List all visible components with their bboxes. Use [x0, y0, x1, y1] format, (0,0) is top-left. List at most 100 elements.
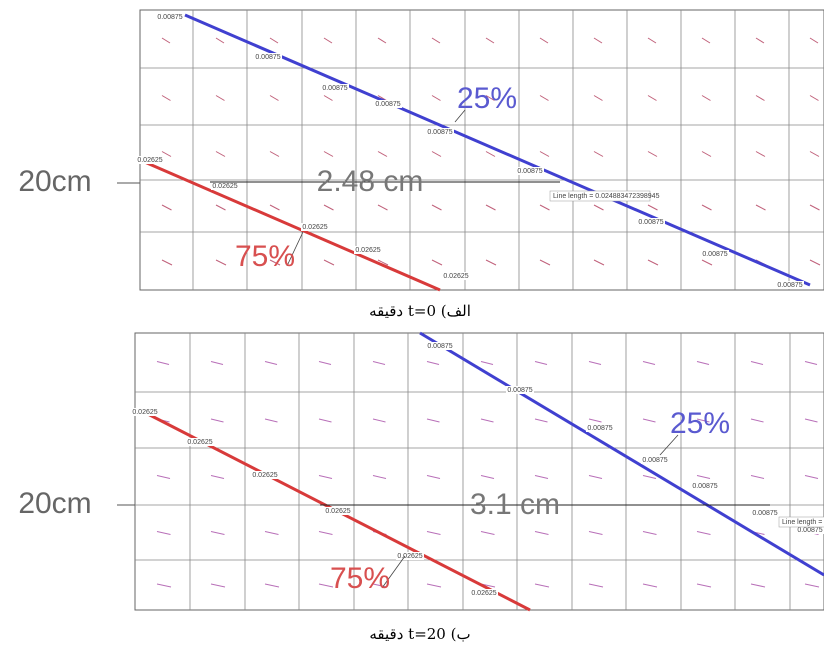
velocity-arrow	[809, 259, 821, 266]
velocity-arrow	[701, 204, 712, 211]
contour-label: 0.02625	[302, 224, 327, 231]
velocity-arrow	[323, 37, 333, 44]
velocity-arrow	[696, 475, 711, 479]
label-bg	[586, 424, 614, 432]
velocity-arrow	[318, 475, 333, 479]
label-bg	[374, 100, 402, 108]
contour-label: 0.00875	[702, 251, 727, 258]
contour-label: 0.00875	[375, 101, 400, 108]
velocity-arrow	[264, 531, 279, 535]
velocity-arrow	[534, 531, 549, 535]
velocity-arrow	[431, 259, 443, 266]
contour-label: 0.00875	[642, 457, 667, 464]
velocity-arrow	[755, 151, 766, 157]
velocity-arrow	[485, 259, 497, 266]
velocity-arrow	[210, 583, 226, 588]
label-bg	[156, 13, 184, 21]
label-bg	[396, 552, 424, 560]
height-label: 20cm	[18, 165, 91, 198]
velocity-arrow	[426, 361, 440, 365]
velocity-arrow	[318, 531, 333, 535]
velocity-arrow	[647, 259, 659, 266]
velocity-arrow	[534, 475, 549, 479]
label-bg	[131, 408, 159, 416]
velocity-arrow	[156, 475, 171, 479]
velocity-arrow	[431, 37, 441, 44]
contour-label: 0.02625	[471, 590, 496, 597]
velocity-arrow	[269, 95, 279, 101]
blue-percent: 25%	[457, 82, 517, 115]
velocity-arrow	[485, 204, 496, 211]
blue-percent: 25%	[670, 407, 730, 440]
velocity-arrow	[323, 259, 335, 266]
velocity-arrow	[215, 151, 226, 157]
velocity-arrow	[431, 151, 442, 157]
caption: ب) t=20 دقیقه	[369, 625, 470, 643]
velocity-arrow	[642, 475, 657, 479]
velocity-arrow	[485, 95, 495, 101]
velocity-arrow	[642, 418, 656, 423]
label-bg	[751, 509, 779, 517]
velocity-arrow	[539, 151, 550, 157]
velocity-arrow	[323, 151, 334, 157]
velocity-arrow	[431, 95, 441, 101]
label-bg	[637, 218, 665, 226]
velocity-arrow	[323, 95, 333, 101]
contour-label: 0.00875	[427, 343, 452, 350]
contour-label: 0.02625	[132, 409, 157, 416]
velocity-arrow	[588, 475, 603, 479]
contour-label: 0.02625	[443, 273, 468, 280]
velocity-arrow	[696, 361, 710, 365]
label-bg	[254, 53, 282, 61]
leader	[454, 109, 466, 123]
velocity-arrow	[426, 418, 440, 423]
velocity-arrow	[377, 95, 387, 101]
label-bg	[442, 272, 470, 280]
velocity-arrow	[642, 531, 657, 535]
velocity-arrow	[431, 204, 442, 211]
velocity-arrow	[534, 583, 550, 588]
velocity-arrow	[804, 361, 818, 365]
label-bg	[641, 456, 669, 464]
velocity-arrow	[701, 95, 711, 101]
velocity-arrow	[215, 204, 226, 211]
distance-label: 2.48 cm	[317, 165, 424, 198]
label-bg	[516, 167, 544, 175]
velocity-arrow	[593, 95, 603, 101]
contour-label: 0.00875	[322, 85, 347, 92]
velocity-arrow	[161, 37, 171, 44]
label-bg	[691, 482, 719, 490]
contour-label: 0.02625	[187, 439, 212, 446]
distance-label: 3.1 cm	[470, 488, 560, 521]
velocity-arrow	[750, 361, 764, 365]
contour-blue	[419, 331, 824, 577]
velocity-arrow	[318, 583, 334, 588]
contour-label: 0.00875	[587, 425, 612, 432]
label-bg	[301, 223, 329, 231]
leader	[381, 555, 406, 589]
contour-label: 0.02625	[137, 157, 162, 164]
velocity-arrow	[156, 361, 170, 365]
velocity-arrow	[318, 361, 332, 365]
velocity-arrow	[372, 361, 386, 365]
contour-label: 0.02625	[212, 183, 237, 190]
contour-label: 0.02625	[252, 472, 277, 479]
label-bg	[796, 526, 824, 534]
contour-label: 0.00875	[157, 14, 182, 21]
velocity-arrow	[593, 204, 604, 211]
velocity-arrow	[215, 259, 227, 266]
contour-label: 0.00875	[507, 387, 532, 394]
velocity-arrow	[372, 583, 388, 588]
velocity-arrow	[426, 583, 442, 588]
leader	[659, 434, 679, 456]
label-bg	[701, 250, 729, 258]
label-bg	[251, 471, 279, 479]
velocity-arrow	[647, 95, 657, 101]
velocity-arrow	[215, 37, 225, 44]
contour-label: 0.02625	[325, 508, 350, 515]
velocity-arrow	[161, 151, 172, 157]
velocity-arrow	[593, 151, 604, 157]
velocity-arrow	[210, 475, 225, 479]
velocity-arrow	[156, 531, 171, 535]
velocity-arrow	[318, 418, 332, 423]
